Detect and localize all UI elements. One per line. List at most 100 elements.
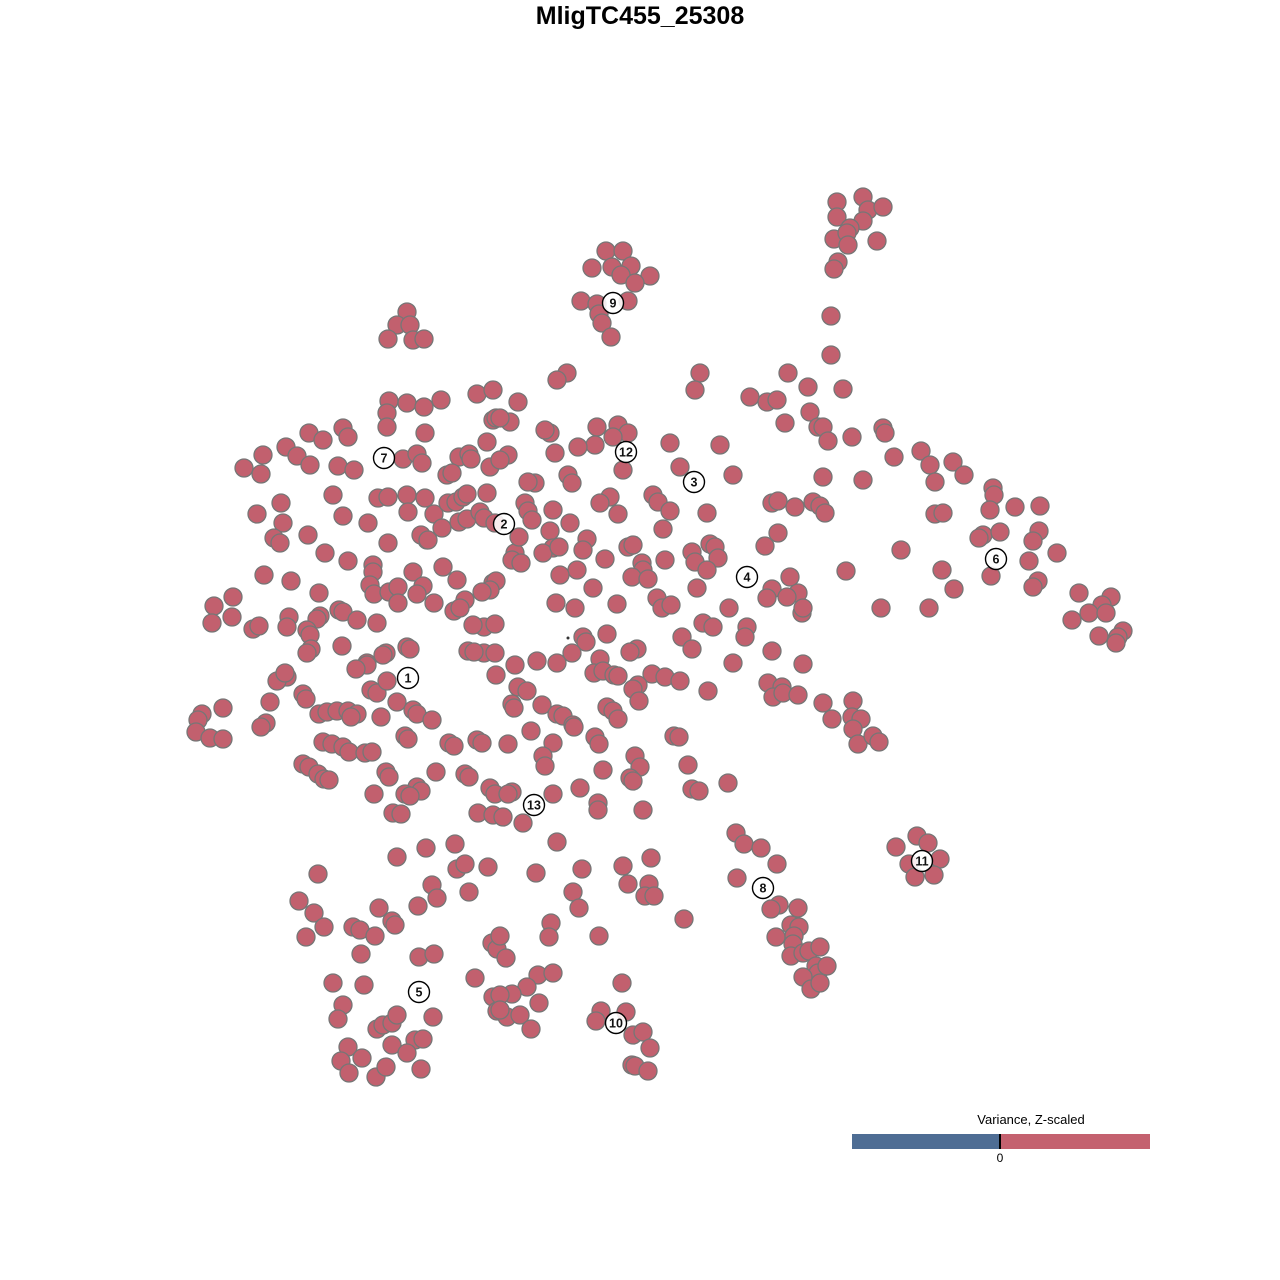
data-point — [445, 834, 465, 854]
data-point — [788, 685, 808, 705]
data-point — [315, 543, 335, 563]
data-point — [260, 692, 280, 712]
data-point — [424, 593, 444, 613]
data-point — [426, 762, 446, 782]
data-point — [623, 771, 643, 791]
data-point — [490, 408, 510, 428]
data-point — [547, 370, 567, 390]
data-point — [674, 909, 694, 929]
cluster-label-text: 7 — [381, 452, 388, 466]
data-point — [352, 1048, 372, 1068]
data-point — [613, 856, 633, 876]
data-point — [498, 734, 518, 754]
data-point — [1106, 633, 1126, 653]
cluster-label-10: 10 — [604, 1011, 628, 1035]
data-point — [545, 443, 565, 463]
data-point — [689, 781, 709, 801]
data-point — [408, 896, 428, 916]
data-point — [660, 501, 680, 521]
cluster-label-circle — [682, 470, 706, 494]
data-point — [723, 653, 743, 673]
data-point — [423, 1007, 443, 1027]
data-point — [990, 522, 1010, 542]
data-point — [526, 863, 546, 883]
data-point — [411, 1059, 431, 1079]
data-point — [213, 729, 233, 749]
data-point — [387, 692, 407, 712]
data-point — [432, 518, 452, 538]
data-point — [622, 567, 642, 587]
data-point — [424, 944, 444, 964]
data-point — [613, 241, 633, 261]
data-point — [563, 882, 583, 902]
data-point — [222, 607, 242, 627]
data-point — [398, 502, 418, 522]
data-point — [485, 614, 505, 634]
data-point — [300, 455, 320, 475]
data-point — [414, 329, 434, 349]
data-point — [521, 1019, 541, 1039]
data-point — [547, 653, 567, 673]
data-point — [338, 427, 358, 447]
cluster-label-text: 6 — [993, 553, 1000, 567]
data-point — [1079, 603, 1099, 623]
data-point — [576, 632, 596, 652]
data-point — [498, 784, 518, 804]
data-point — [249, 616, 269, 636]
data-point — [296, 689, 316, 709]
data-point — [490, 926, 510, 946]
data-point — [483, 380, 503, 400]
data-point — [496, 948, 516, 968]
data-point — [768, 491, 788, 511]
data-point — [364, 784, 384, 804]
data-point — [762, 641, 782, 661]
data-point — [319, 770, 339, 790]
data-point — [818, 431, 838, 451]
data-point — [412, 453, 432, 473]
data-point — [535, 756, 555, 776]
data-point — [593, 760, 613, 780]
data-point — [418, 530, 438, 550]
data-point — [202, 613, 222, 633]
data-point — [597, 624, 617, 644]
data-point — [486, 665, 506, 685]
cluster-label-text: 3 — [691, 476, 698, 490]
data-point — [603, 427, 623, 447]
data-point — [871, 598, 891, 618]
data-point — [347, 610, 367, 630]
data-point — [1019, 551, 1039, 571]
data-point — [838, 235, 858, 255]
data-point — [398, 729, 418, 749]
data-point — [529, 993, 549, 1013]
data-point — [655, 550, 675, 570]
data-point — [387, 1005, 407, 1025]
data-point — [461, 449, 481, 469]
data-point — [821, 345, 841, 365]
data-point — [618, 874, 638, 894]
data-point — [369, 898, 389, 918]
data-point — [289, 891, 309, 911]
data-point — [509, 527, 529, 547]
data-point — [768, 523, 788, 543]
data-point — [1023, 531, 1043, 551]
data-point — [550, 565, 570, 585]
data-point — [378, 487, 398, 507]
data-point — [490, 1000, 510, 1020]
data-point — [944, 579, 964, 599]
data-point — [467, 384, 487, 404]
data-point — [800, 402, 820, 422]
cluster-label-circle — [601, 291, 625, 315]
data-point — [341, 707, 361, 727]
data-point — [477, 483, 497, 503]
data-point — [450, 598, 470, 618]
cluster-label-circle — [910, 849, 934, 873]
data-point — [332, 636, 352, 656]
data-point — [251, 717, 271, 737]
data-point — [925, 472, 945, 492]
data-point — [539, 927, 559, 947]
data-point — [911, 441, 931, 461]
data-point — [508, 392, 528, 412]
data-point — [490, 450, 510, 470]
data-point — [590, 493, 610, 513]
data-point — [813, 693, 833, 713]
